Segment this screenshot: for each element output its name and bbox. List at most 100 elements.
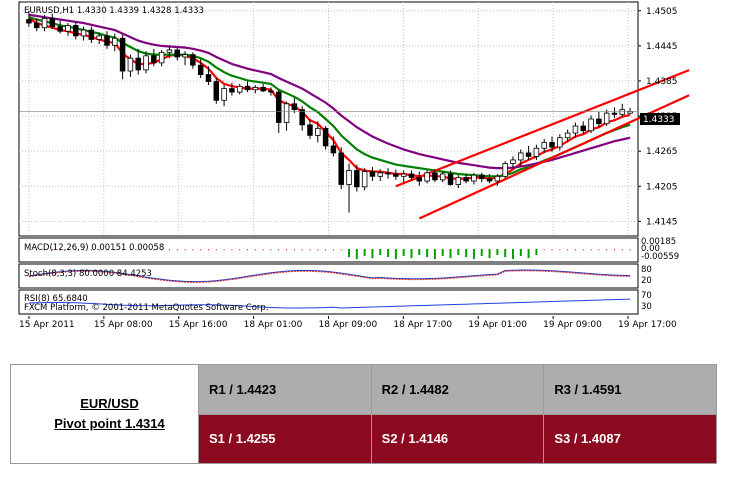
candle-body bbox=[564, 132, 571, 139]
stoch-tick-bottom: 20 bbox=[641, 276, 652, 286]
candle-body bbox=[463, 177, 469, 182]
r1-cell: R1 / 1.4423 bbox=[198, 364, 372, 415]
candle-body bbox=[486, 178, 493, 182]
candle-body bbox=[80, 29, 87, 37]
stoch-panel-frame bbox=[18, 263, 639, 289]
candle-body bbox=[299, 109, 305, 126]
price-label-bg bbox=[640, 113, 680, 125]
candle-body bbox=[158, 51, 165, 64]
candle-body bbox=[393, 173, 399, 177]
candle-body bbox=[57, 26, 63, 32]
candle-body bbox=[502, 163, 508, 177]
candle-body bbox=[330, 145, 337, 154]
main-grid bbox=[19, 2, 638, 236]
price-label: 1.4333 bbox=[643, 115, 675, 125]
rsi-tick-bottom: 30 bbox=[641, 302, 652, 312]
time-tick-label: 15 Apr 16:00 bbox=[169, 320, 228, 330]
candle-body bbox=[268, 90, 274, 93]
candle-body bbox=[611, 112, 618, 115]
stoch-tick-top: 80 bbox=[641, 265, 652, 275]
r3-cell: R3 / 1.4591 bbox=[543, 364, 717, 415]
stoch-label: Stoch(8,3,3) 80.0000 84.4253 bbox=[24, 269, 152, 279]
candle-body bbox=[525, 152, 532, 157]
candle-body bbox=[385, 172, 391, 175]
rsi-label: RSI(8) 65.6840 bbox=[24, 294, 88, 304]
candle-body bbox=[213, 81, 220, 101]
candle-body bbox=[205, 74, 212, 82]
price-chart: 1.45051.44451.43851.43251.42651.42051.41… bbox=[18, 1, 690, 330]
rsi-line bbox=[28, 298, 631, 309]
candle-body bbox=[88, 29, 95, 40]
candle-body bbox=[439, 173, 446, 181]
watermark: FXCM Platform, © 2001-2011 MetaQuotes So… bbox=[24, 303, 269, 313]
candle-body bbox=[603, 112, 610, 125]
time-tick-label: 18 Apr 09:00 bbox=[319, 320, 378, 330]
candle-body bbox=[190, 54, 196, 66]
time-axis: 15 Apr 2011 15 Apr 08:00 15 Apr 16:00 18 Ap… bbox=[19, 316, 677, 330]
candle-body bbox=[143, 55, 149, 71]
candle-body bbox=[518, 152, 524, 161]
candle-body bbox=[471, 174, 477, 182]
candle-body bbox=[354, 170, 360, 188]
candle-body bbox=[221, 88, 227, 101]
candle-body bbox=[510, 159, 516, 164]
candle-body bbox=[182, 54, 188, 58]
s1-cell: S1 / 1.4255 bbox=[198, 413, 372, 464]
candle-body bbox=[41, 17, 48, 29]
time-tick-label: 15 Apr 2011 bbox=[19, 320, 75, 330]
candle-body bbox=[377, 172, 383, 177]
candle-body bbox=[619, 109, 626, 115]
candle-body bbox=[127, 57, 134, 72]
candle-body bbox=[432, 172, 438, 181]
macd-tick-mid: 0.00 bbox=[641, 244, 660, 254]
time-tick-label: 19 Apr 09:00 bbox=[543, 320, 602, 330]
time-tick-label: 18 Apr 01:00 bbox=[244, 320, 303, 330]
candle-body bbox=[424, 172, 430, 182]
candle-body bbox=[26, 19, 32, 24]
time-tick-label: 19 Apr 17:00 bbox=[618, 320, 677, 330]
candle-body bbox=[588, 118, 594, 132]
trend-line-1 bbox=[395, 69, 690, 188]
candle-body bbox=[408, 173, 415, 178]
price-tick-label: 1.4265 bbox=[646, 147, 678, 157]
candle-body bbox=[315, 127, 321, 136]
candle-body bbox=[151, 55, 157, 64]
candlesticks bbox=[19, 10, 638, 213]
stochastic-lines bbox=[28, 269, 631, 283]
candle-body bbox=[244, 85, 251, 91]
macd-tick-bottom: -0.00559 bbox=[641, 252, 679, 262]
candle-body bbox=[65, 24, 71, 32]
candle-body bbox=[252, 87, 259, 91]
candle-body bbox=[229, 88, 235, 93]
candle-body bbox=[236, 85, 243, 93]
r2-cell: R2 / 1.4482 bbox=[370, 364, 545, 415]
stoch-main-line bbox=[28, 269, 631, 283]
candle-body bbox=[580, 125, 586, 132]
candle-body bbox=[197, 64, 204, 75]
time-tick-label: 18 Apr 17:00 bbox=[393, 320, 452, 330]
candle-body bbox=[596, 118, 602, 125]
pair-name: EUR/USD bbox=[80, 396, 139, 411]
candle-body bbox=[112, 37, 118, 46]
candle-body bbox=[276, 91, 282, 123]
candle-body bbox=[33, 22, 40, 29]
candle-body bbox=[479, 174, 485, 180]
candle-body bbox=[291, 103, 298, 111]
candle-body bbox=[174, 49, 180, 58]
candle-body bbox=[73, 24, 79, 37]
candle-body bbox=[400, 173, 407, 177]
candle-body bbox=[96, 35, 102, 40]
ma-line-3 bbox=[28, 13, 631, 170]
rsi-polyline bbox=[28, 298, 631, 309]
candle-body bbox=[369, 171, 376, 177]
macd-histogram bbox=[28, 249, 631, 259]
candle-body bbox=[416, 177, 423, 182]
pivot-point: Pivot point 1.4314 bbox=[54, 416, 165, 431]
candle-body bbox=[361, 171, 368, 188]
candle-body bbox=[307, 124, 313, 136]
time-tick-label: 15 Apr 08:00 bbox=[94, 320, 153, 330]
candle-body bbox=[49, 17, 56, 27]
candle-body bbox=[346, 170, 352, 185]
s3-cell: S3 / 1.4087 bbox=[543, 413, 717, 464]
candle-body bbox=[283, 103, 290, 123]
